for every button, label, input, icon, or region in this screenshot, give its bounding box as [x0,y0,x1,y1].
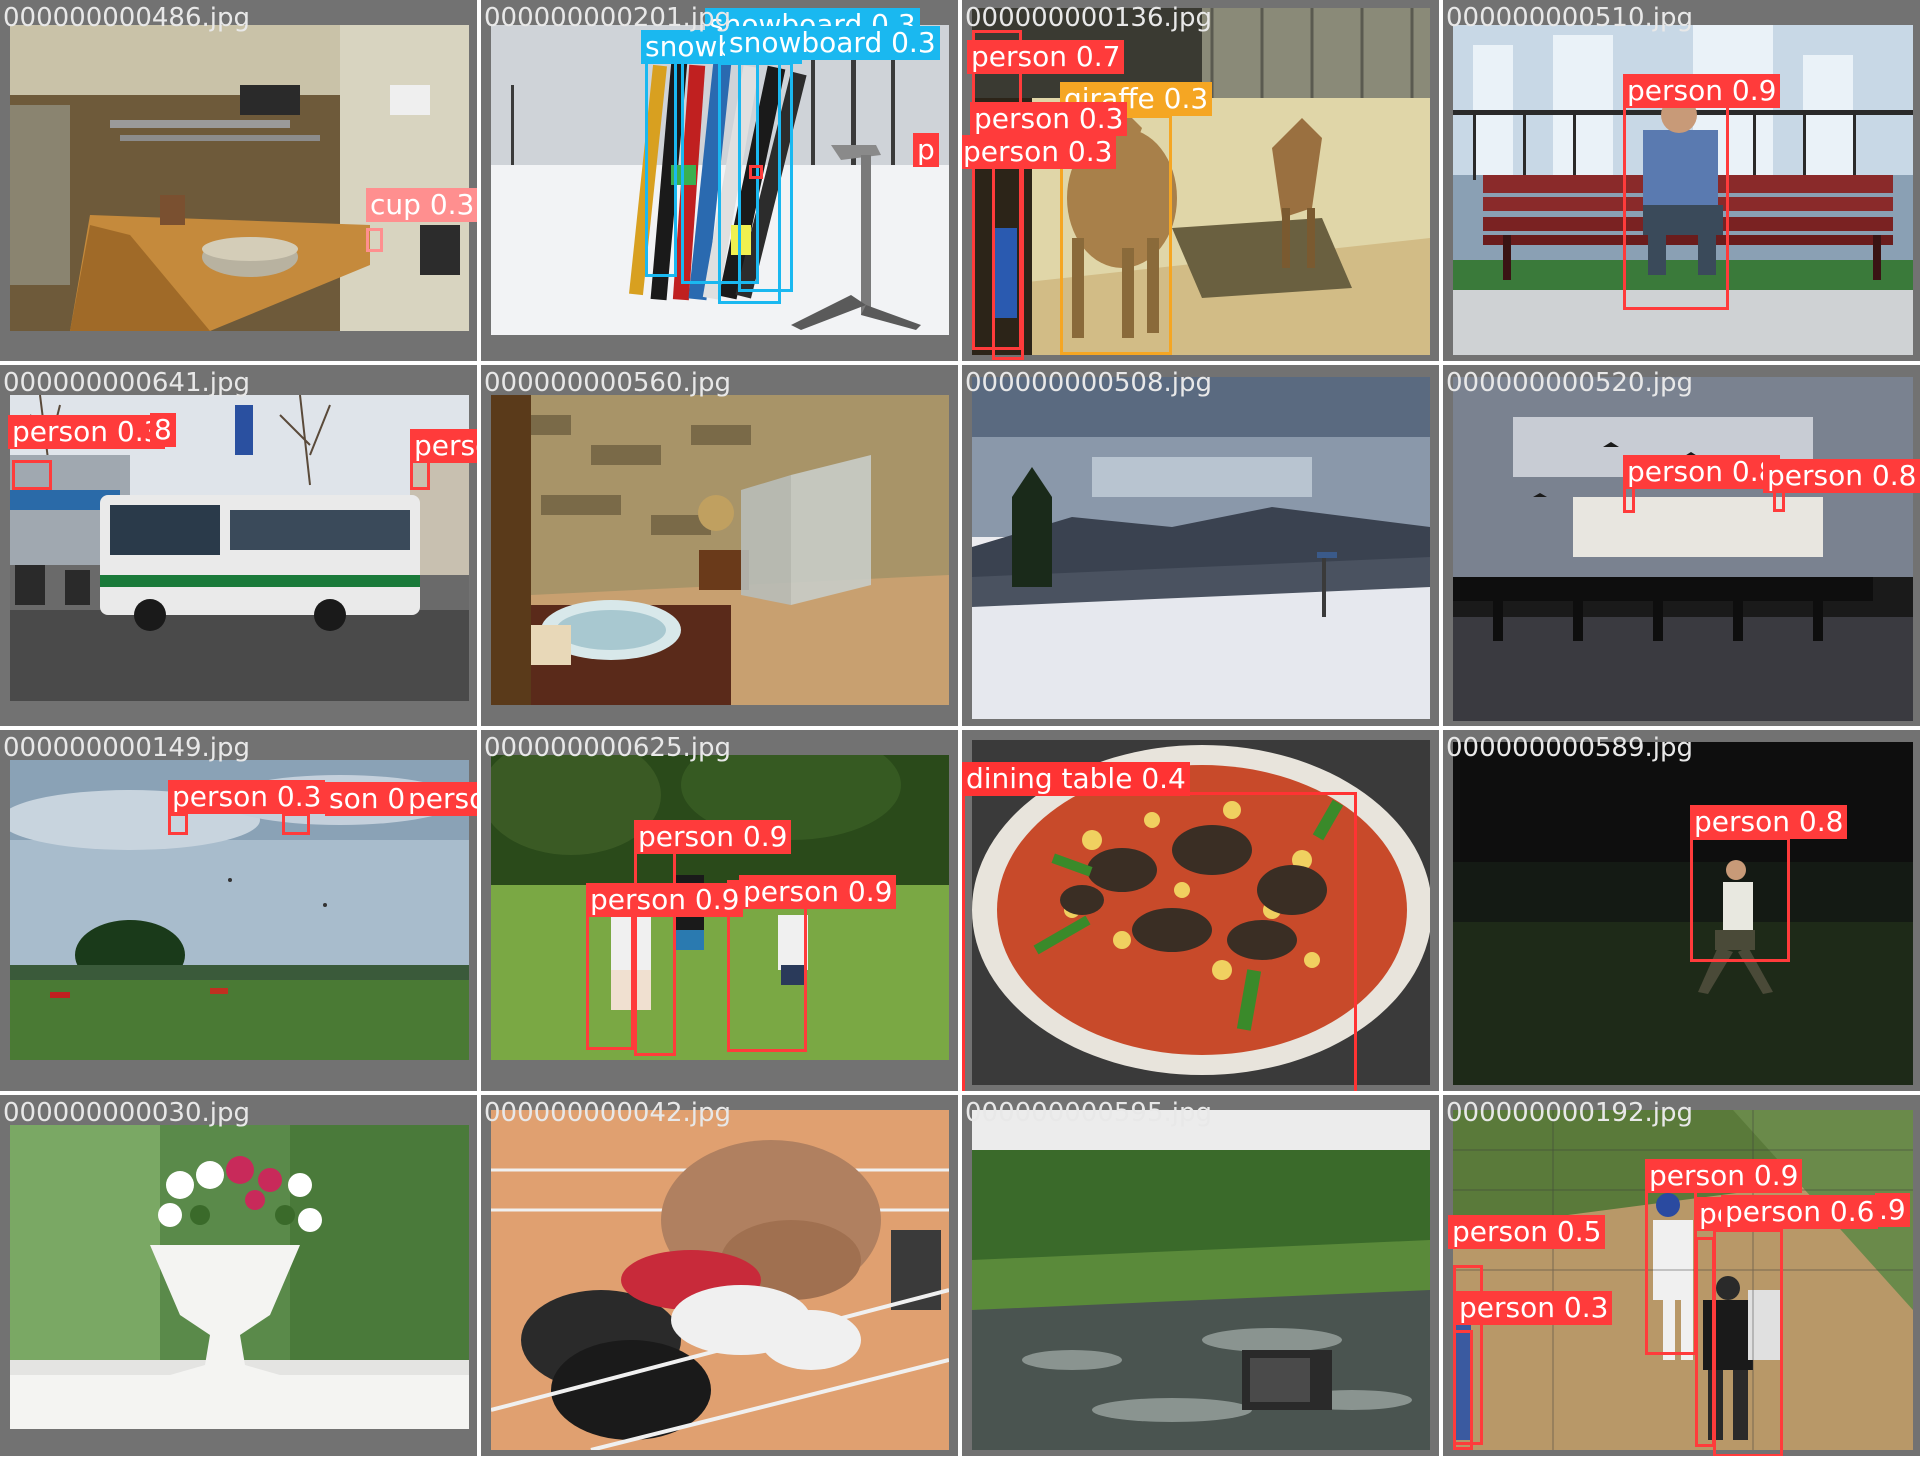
image-tile: 000000000201.jpg snowboard 0.3 snowboard… [481,0,958,361]
image-filename: 000000000030.jpg [3,1098,250,1128]
detection-box [1695,1237,1715,1447]
detection-box [1690,837,1790,962]
detection-box [645,32,677,277]
detection-box [586,900,634,1050]
dog-photo [491,1110,949,1450]
detection-box [282,813,310,835]
image-tile: 000000000030.jpg [0,1095,477,1456]
image-tile: 000000000595.jpg [962,1095,1439,1456]
image-tile: 000000000486.jpg cup 0.3 [0,0,477,361]
bathroom-photo [491,395,949,705]
detection-label: person 0.9 [586,883,743,917]
vase-photo [10,1125,469,1429]
image-filename: 000000000560.jpg [484,368,731,398]
detection-box [749,165,763,179]
detection-box [1645,1190,1697,1355]
image-tile: 000000000136.jpg person 0.7 giraffe 0.3 … [962,0,1439,361]
detection-label: person 0.8 [1623,455,1780,489]
detection-box [1623,74,1729,310]
night-photo [1453,742,1913,1085]
image-tile: 000000000192.jpg person 0.9 person 0.5 p… [1443,1095,1920,1456]
detection-box [634,848,676,1056]
image-tile: 000000000625.jpg person 0.9 person 0.9 p… [481,730,958,1091]
image-tile: 000000000510.jpg person 0.9 [1443,0,1920,361]
image-filename: 000000000486.jpg [3,3,250,33]
detection-box [738,62,793,292]
detection-label: person 0.3 [410,429,477,463]
image-tile: 000000000589.jpg person 0.8 [1443,730,1920,1091]
detection-box [410,460,430,490]
detection-label: person 0.3 [404,782,477,816]
detection-label: person 0.8 [1690,805,1847,839]
image-filename: 000000000201.jpg [484,3,731,33]
detection-box [168,813,188,835]
detection-box [12,460,52,490]
pier-photo [1453,377,1913,721]
image-filename: 000000000149.jpg [3,733,250,763]
detection-label: person 0.3 [962,135,1116,169]
image-filename: 000000000520.jpg [1446,368,1693,398]
detection-label: cup 0.3 [366,188,477,222]
detection-label: person 0.6 [1721,1195,1878,1229]
detection-label: person 0.9 [634,820,791,854]
image-filename: 000000000625.jpg [484,733,731,763]
detection-label: person 0.3 [168,780,325,814]
image-tile: 000000000508.jpg [962,365,1439,726]
detection-label: snowboard 0.3 [725,26,940,60]
image-filename: 000000000510.jpg [1446,3,1693,33]
image-filename: 000000000192.jpg [1446,1098,1693,1128]
detection-label: person 0.3 [970,102,1127,136]
detection-label: p [913,133,939,167]
detection-label: person 0.9 [1623,74,1780,108]
image-tile: 000000000149.jpg person 0.3 son 0 person… [0,730,477,1091]
detection-label: person 0.9 [1645,1159,1802,1193]
image-filename: 000000000136.jpg [965,3,1212,33]
river-photo [972,1110,1430,1450]
detection-box [962,792,1357,1091]
detection-label: dining table 0.4 [962,762,1190,796]
detection-label: person 0.9 [739,875,896,909]
detection-label: person 0.3 [8,415,165,449]
mountain-photo [972,377,1430,719]
detection-label: son 0 [325,782,409,816]
detection-label: person 0.7 [967,40,1124,74]
image-filename: 000000000595.jpg [965,1098,1212,1128]
detection-label: person 0.5 [1448,1215,1605,1249]
image-tile: dining table 0.4 [962,730,1439,1091]
detection-label: 8 [150,413,176,447]
image-filename: 000000000508.jpg [965,368,1212,398]
detection-label: person 0.8 [1763,459,1920,493]
detection-label: .9 [1875,1193,1910,1227]
detection-box [1453,1330,1473,1450]
image-filename: 000000000042.jpg [484,1098,731,1128]
image-tile: 000000000641.jpg person 0.3 8 person 0.3 [0,365,477,726]
image-filename: 000000000641.jpg [3,368,250,398]
detection-label: person 0.3 [1455,1291,1612,1325]
image-filename: 000000000589.jpg [1446,733,1693,763]
image-tile: 000000000520.jpg person 0.8 person 0.8 [1443,365,1920,726]
detection-box [366,228,383,252]
kitchen-photo [10,25,469,331]
detection-box [1713,1229,1783,1456]
image-tile: 000000000042.jpg [481,1095,958,1456]
image-tile: 000000000560.jpg [481,365,958,726]
